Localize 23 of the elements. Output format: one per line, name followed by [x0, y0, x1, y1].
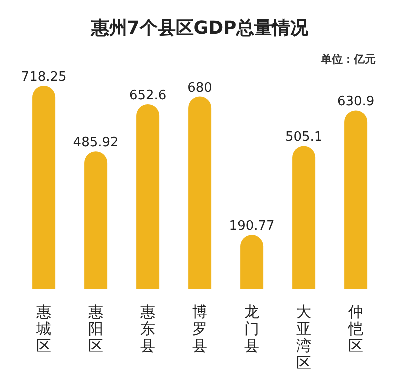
x-tick-label: 龙门县 — [244, 303, 260, 355]
bar — [188, 96, 212, 289]
data-label: 190.77 — [229, 219, 275, 234]
data-label: 652.6 — [129, 88, 167, 104]
bar — [84, 152, 108, 289]
x-tick-label: 大亚湾区 — [296, 303, 312, 372]
x-tick-label: 惠城区 — [36, 303, 52, 355]
bar — [240, 235, 264, 289]
data-label: 718.25 — [21, 70, 67, 85]
data-label: 505.1 — [285, 130, 323, 146]
chart-title: 惠州7个县区GDP总量情况 — [90, 17, 310, 40]
data-label: 485.92 — [73, 136, 119, 151]
bar — [136, 104, 160, 289]
data-label: 680 — [188, 80, 212, 96]
text: 单位：亿元 — [321, 52, 376, 67]
x-tick-label: 仲恺区 — [348, 303, 364, 355]
x-tick-label: 惠东县 — [140, 303, 156, 355]
x-tick-label: 惠阳区 — [88, 303, 104, 355]
x-tick-label: 博罗县 — [192, 303, 208, 355]
data-label: 630.9 — [337, 94, 375, 110]
bar — [32, 86, 56, 289]
bar — [292, 146, 316, 289]
bar — [344, 110, 368, 289]
